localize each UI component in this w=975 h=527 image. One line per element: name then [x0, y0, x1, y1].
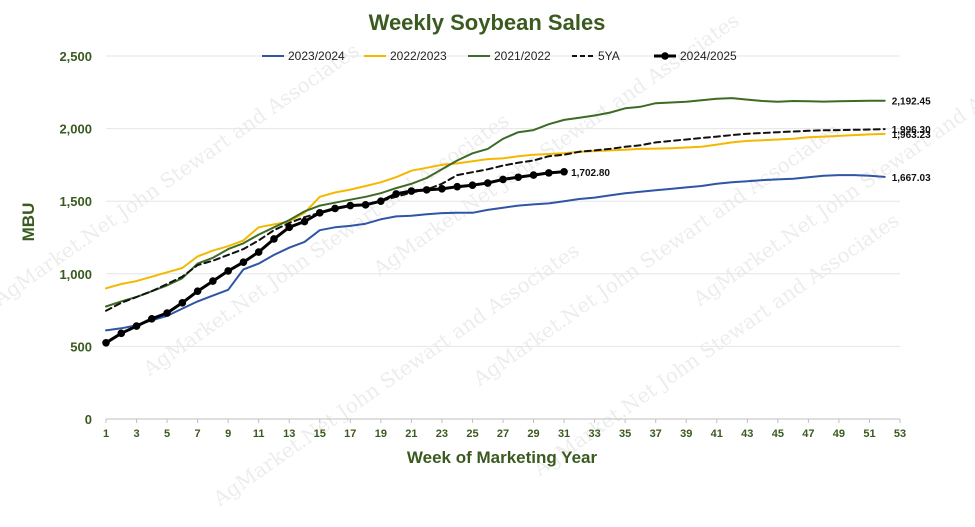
x-tick-label: 39 — [680, 428, 692, 440]
data-point — [132, 322, 141, 330]
data-point — [483, 179, 492, 187]
x-tick-label: 21 — [405, 428, 417, 440]
legend-label: 2021/2022 — [494, 49, 551, 63]
data-point — [361, 201, 370, 209]
x-tick-label: 7 — [195, 428, 201, 440]
series-line-5YA — [105, 128, 886, 312]
x-tick-label: 29 — [527, 428, 539, 440]
y-axis-title: MBU — [19, 203, 38, 242]
data-point — [407, 187, 416, 195]
data-point — [499, 175, 507, 184]
x-tick-label: 41 — [711, 428, 723, 440]
y-tick-label: 1,500 — [59, 194, 92, 209]
gridlines — [106, 55, 900, 347]
legend-marker — [661, 52, 669, 60]
data-point — [193, 287, 202, 296]
data-point — [163, 309, 171, 317]
data-point — [209, 277, 217, 285]
x-tick-label: 35 — [619, 428, 631, 440]
data-point — [300, 217, 309, 226]
series-line-2022-2023 — [105, 132, 886, 290]
x-tick-label: 27 — [497, 428, 509, 440]
x-tick-label: 37 — [650, 428, 662, 440]
y-tick-label: 500 — [70, 339, 92, 354]
y-tick-label: 1,000 — [59, 267, 92, 282]
legend-label: 2023/2024 — [288, 49, 345, 63]
x-tick-label: 49 — [833, 428, 845, 440]
series-line-2021-2022 — [105, 97, 886, 308]
x-tick-label: 47 — [802, 428, 814, 440]
data-point — [422, 186, 431, 194]
data-point — [377, 197, 385, 205]
data-point — [270, 235, 278, 243]
data-point — [545, 169, 553, 177]
x-tick-label: 19 — [375, 428, 387, 440]
x-tick-label: 23 — [436, 428, 448, 440]
data-point — [239, 258, 248, 266]
data-point — [560, 167, 568, 176]
data-point — [529, 171, 538, 179]
x-tick-label: 3 — [133, 428, 139, 440]
data-point — [148, 315, 156, 323]
series-line-2023-2024 — [105, 174, 886, 332]
end-value-label: 1,667.03 — [892, 173, 931, 184]
x-tick-label: 13 — [283, 428, 295, 440]
data-point — [468, 181, 477, 190]
data-point — [514, 173, 523, 182]
x-tick-label: 1 — [103, 428, 109, 440]
x-tick-label: 5 — [164, 428, 170, 440]
x-tick-label: 25 — [466, 428, 478, 440]
data-point — [178, 299, 187, 307]
legend-label: 2022/2023 — [390, 49, 447, 63]
data-point — [117, 329, 126, 338]
x-tick-label: 51 — [863, 428, 875, 440]
data-point — [438, 185, 446, 193]
x-tick-label: 11 — [253, 428, 265, 440]
data-point — [254, 248, 263, 256]
data-point — [285, 223, 294, 232]
data-point — [453, 182, 461, 191]
x-axis-title: Week of Marketing Year — [407, 448, 598, 467]
data-point — [315, 209, 324, 217]
x-tick-label: 53 — [894, 428, 906, 440]
x-tick-label: 15 — [314, 428, 326, 440]
x-tick-label: 31 — [558, 428, 570, 440]
watermark-text: AgMarket.Net John Stewart and Associates — [528, 208, 904, 481]
series-layer: 1,667.03 1,963.23 2,192.45 1,996.30 1,702.80 — [102, 97, 931, 347]
y-tick-label: 2,500 — [59, 49, 92, 64]
data-point — [102, 338, 110, 347]
data-point — [346, 201, 355, 210]
x-tick-label: 17 — [344, 428, 356, 440]
legend-label: 5YA — [598, 49, 620, 63]
end-value-label: 1,996.30 — [892, 125, 931, 136]
y-tick-label: 0 — [85, 412, 92, 427]
end-value-label: 1,702.80 — [571, 168, 610, 179]
watermark-layer: AgMarket.Net John Stewart and Associates… — [0, 8, 975, 511]
x-tick-label: 45 — [772, 428, 784, 440]
end-value-label: 1,963.23 — [892, 130, 931, 141]
data-point — [331, 204, 339, 213]
legend: 2023/2024 2022/2023 2021/2022 5YA 2024/2025 — [262, 49, 737, 63]
data-point — [224, 267, 232, 275]
end-value-label: 2,192.45 — [892, 97, 931, 108]
x-tick-label: 9 — [225, 428, 231, 440]
chart-title: Weekly Soybean Sales — [369, 10, 606, 35]
x-tick-label: 33 — [588, 428, 600, 440]
legend-label: 2024/2025 — [680, 49, 737, 63]
y-tick-label: 2,000 — [59, 122, 92, 137]
data-point — [392, 190, 400, 198]
x-tick-label: 43 — [741, 428, 753, 440]
